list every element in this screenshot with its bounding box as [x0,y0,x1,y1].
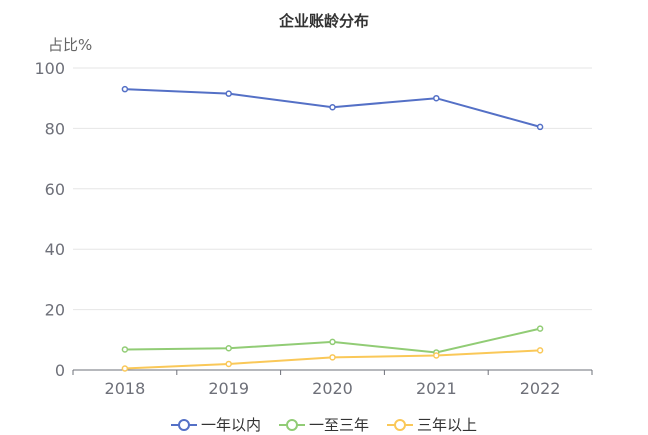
legend-label: 一年以内 [200,416,261,434]
legend-line-marker-icon [278,418,305,431]
x-tick-label: 2021 [416,379,457,398]
data-point[interactable] [536,123,544,131]
data-point[interactable] [329,354,336,361]
data-point[interactable] [121,85,129,93]
data-point[interactable] [225,360,232,368]
data-point[interactable] [121,346,129,353]
legend-line-marker-icon [387,418,413,431]
y-tick-label: 20 [45,301,65,320]
axes: 0 20 40 60 80 100 2018 2019 2020 2021 2022 [34,59,593,398]
data-point[interactable] [121,365,129,372]
data-point[interactable] [329,338,336,346]
data-point[interactable] [225,345,232,352]
data-point[interactable] [329,104,336,111]
y-tick-label: 40 [45,240,65,259]
data-point[interactable] [433,352,440,359]
legend-label: 三年以上 [417,416,478,434]
legend-item[interactable]: 一年以内 [170,414,261,435]
y-axis-label: 占比% [48,36,92,54]
grid-lines [73,67,592,311]
y-tick-label: 60 [45,180,65,199]
series-lines [121,85,544,372]
legend-item[interactable]: 三年以上 [387,414,477,435]
x-tick-label: 2018 [105,379,146,398]
x-tick-label: 2022 [520,379,561,398]
x-tick-label: 2020 [312,379,353,398]
x-tick-label: 2019 [208,379,249,398]
data-point[interactable] [536,347,544,354]
chart-title: 企业账龄分布 [278,12,369,30]
data-point[interactable] [536,325,544,332]
y-tick-label: 80 [45,119,65,138]
legend-label: 一至三年 [308,416,369,434]
y-tick-label: 100 [34,59,65,78]
legend-item[interactable]: 一至三年 [278,414,369,435]
data-point[interactable] [433,94,440,102]
y-tick-label: 0 [55,361,65,380]
data-point[interactable] [225,90,232,97]
legend-line-marker-icon [170,418,197,431]
legend: 一年以内 一至三年 三年以上 [0,414,648,435]
